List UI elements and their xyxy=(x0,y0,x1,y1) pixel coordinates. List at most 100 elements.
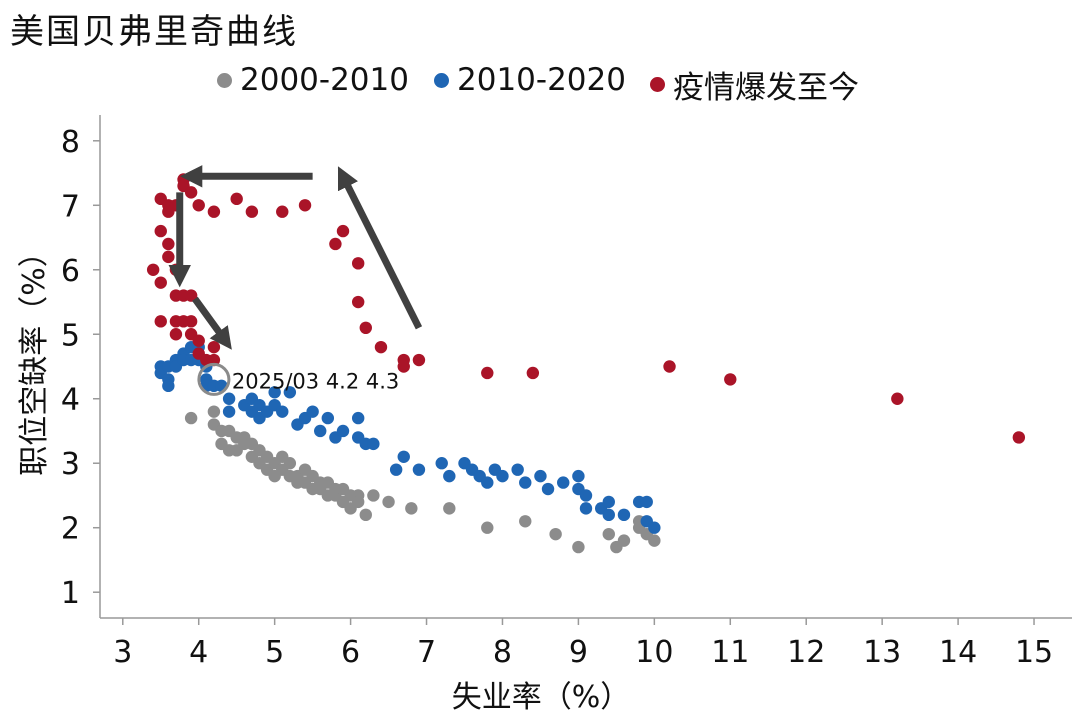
x-tick-label: 7 xyxy=(417,635,436,670)
data-point xyxy=(314,424,327,438)
data-point xyxy=(222,392,236,405)
data-point xyxy=(481,476,494,489)
data-point xyxy=(351,495,365,509)
data-point xyxy=(162,237,175,251)
axes: 3 4 5 6 7 8 9 10 11 12 13 14 1512345678失业率（%）职位空缺率（%… xyxy=(17,115,1072,715)
x-tick-label: 4 xyxy=(189,635,208,670)
data-point xyxy=(306,405,319,418)
data-point xyxy=(648,521,661,534)
data-point xyxy=(359,508,372,522)
series-0 xyxy=(184,405,661,554)
data-point xyxy=(405,502,418,515)
data-point xyxy=(579,489,593,502)
data-point xyxy=(154,315,167,328)
data-point xyxy=(154,276,167,289)
trend-arrows xyxy=(168,165,423,350)
data-point xyxy=(154,224,167,238)
data-point xyxy=(351,411,365,425)
data-point xyxy=(276,205,289,218)
legend-item-covid: 疫情爆发至今 xyxy=(650,62,859,107)
data-point xyxy=(321,411,335,425)
legend-label-2000-2010: 2000-2010 xyxy=(240,62,409,98)
data-point xyxy=(192,334,205,347)
y-axis-label: 职位空缺率（%） xyxy=(17,237,52,476)
data-point xyxy=(397,360,410,373)
data-point xyxy=(579,502,593,515)
x-tick-label: 6 xyxy=(341,635,360,670)
x-tick-label: 11 xyxy=(711,635,749,670)
data-point xyxy=(602,508,615,522)
data-point xyxy=(162,379,175,393)
data-point xyxy=(162,250,175,264)
data-point xyxy=(481,366,494,380)
y-tick-label: 7 xyxy=(61,189,80,224)
legend: 2000-2010 2010-2020 疫情爆发至今 xyxy=(0,62,1080,106)
y-tick-label: 5 xyxy=(61,318,80,353)
data-point xyxy=(724,373,737,386)
trend-arrow xyxy=(192,296,232,350)
data-point xyxy=(207,205,221,218)
data-point xyxy=(443,469,456,483)
data-point xyxy=(245,205,259,218)
data-point xyxy=(496,469,509,483)
data-point xyxy=(526,366,540,380)
data-point xyxy=(617,508,631,522)
data-point xyxy=(511,463,524,476)
data-point xyxy=(367,437,380,451)
data-point xyxy=(443,502,456,515)
y-tick-label: 3 xyxy=(61,447,80,482)
data-point xyxy=(298,199,312,212)
x-tick-label: 14 xyxy=(939,635,977,670)
data-point xyxy=(572,469,585,483)
data-point xyxy=(283,457,297,470)
x-tick-label: 12 xyxy=(787,635,825,670)
legend-label-covid: 疫情爆发至今 xyxy=(673,70,859,106)
data-point xyxy=(557,476,570,489)
data-point xyxy=(336,424,350,438)
data-points xyxy=(146,173,1026,554)
data-point xyxy=(891,392,904,405)
y-tick-label: 8 xyxy=(61,125,80,160)
legend-marker-2000-2010 xyxy=(217,72,232,88)
chart-title: 美国贝弗里奇曲线 xyxy=(10,12,298,52)
data-point xyxy=(1012,431,1026,444)
legend-label-2010-2020: 2010-2020 xyxy=(457,62,626,98)
data-point xyxy=(184,315,198,328)
x-tick-label: 13 xyxy=(863,635,901,670)
data-point xyxy=(549,527,562,541)
data-point xyxy=(283,386,297,399)
data-point xyxy=(367,489,380,502)
x-tick-label: 8 xyxy=(493,635,512,670)
data-point xyxy=(207,405,221,418)
legend-item-2010-2020: 2010-2020 xyxy=(434,62,626,98)
data-point xyxy=(207,340,221,354)
data-point xyxy=(412,353,426,367)
data-point xyxy=(192,199,205,212)
data-point xyxy=(541,482,555,496)
x-tick-label: 10 xyxy=(635,635,673,670)
data-point xyxy=(351,257,365,270)
data-point xyxy=(397,450,410,463)
data-point xyxy=(329,237,342,251)
data-point xyxy=(519,476,532,489)
data-point xyxy=(222,405,236,418)
y-tick-label: 1 xyxy=(61,576,80,611)
data-point xyxy=(207,353,221,367)
data-point xyxy=(412,463,426,476)
data-point xyxy=(276,405,289,418)
data-point xyxy=(184,186,198,199)
data-point xyxy=(351,295,365,309)
data-point xyxy=(602,527,615,541)
annotation: 2025/03 4.2 4.3 xyxy=(197,362,399,396)
legend-item-2000-2010: 2000-2010 xyxy=(217,62,409,98)
data-point xyxy=(602,495,615,509)
annotation-marker xyxy=(197,362,231,396)
data-point xyxy=(389,463,403,476)
data-point xyxy=(146,263,160,276)
data-point xyxy=(169,328,183,341)
legend-marker-covid xyxy=(650,77,665,92)
data-point xyxy=(617,534,631,547)
x-axis-label: 失业率（%） xyxy=(452,680,631,715)
x-tick-label: 9 xyxy=(569,635,588,670)
